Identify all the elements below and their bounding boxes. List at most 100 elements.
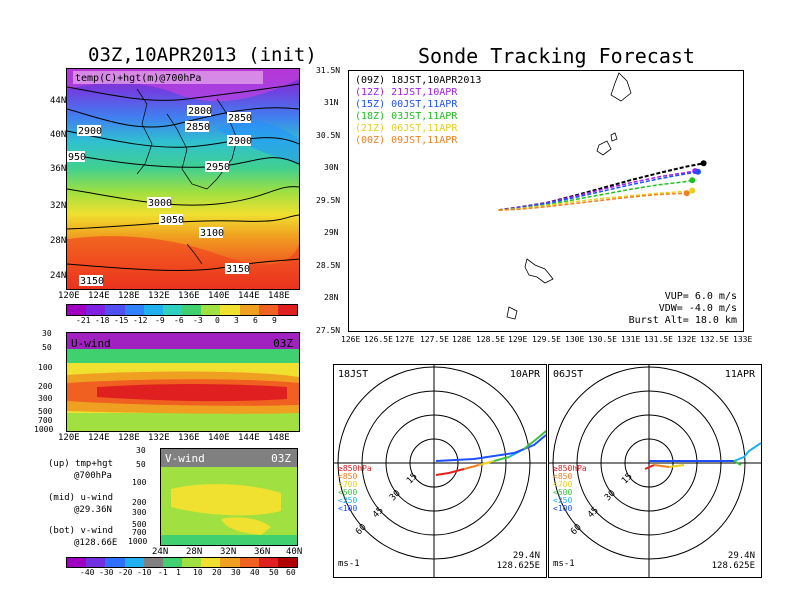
legend-text: (bot) v-wind: [48, 526, 114, 536]
temp-cb-tick: 3: [234, 316, 239, 325]
wind-cb-tick: -1: [158, 568, 168, 577]
polar-unit: ms-1: [338, 559, 360, 569]
polar-lat: 29.4N: [727, 551, 755, 561]
wind-cb-tick: 1: [176, 568, 181, 577]
level: <850: [553, 472, 573, 481]
lon-tick: 132E: [677, 335, 697, 344]
ring-label: 30: [388, 489, 403, 504]
lon-tick: 124E: [88, 433, 110, 443]
run-legend-3: (18Z) 03JST,11APR: [355, 111, 458, 122]
level-legend: ≥850hPa <850 <700 <500 <250 <100: [338, 465, 372, 513]
lon-tick: 130E: [565, 335, 585, 344]
lon-tick: 126.5E: [364, 335, 393, 344]
ring-label: 45: [371, 506, 386, 521]
lat-tick: 28N: [324, 293, 339, 302]
track-end-point-3: [689, 177, 696, 184]
wind-cb-tick: 60: [286, 568, 296, 577]
polar-lon: 128.625E: [496, 561, 540, 571]
lon-tick: 140E: [208, 433, 230, 443]
legend-text: @700hPa: [74, 471, 112, 481]
p-tick: 200: [38, 382, 53, 391]
lon-tick: 128E: [118, 433, 140, 443]
contour-label: 2900: [78, 126, 102, 137]
wind-colorbar: [66, 557, 298, 568]
track-end-point-0: [700, 160, 707, 167]
lon-tick: 131E: [621, 335, 641, 344]
level: <850: [338, 472, 358, 481]
lon-tick: 127.5E: [420, 335, 449, 344]
lon-tick: 140E: [208, 291, 230, 301]
lat-tick: 40N: [286, 547, 303, 557]
legend-text: @128.66E: [74, 538, 118, 548]
run-legend-0: (09Z) 18JST,10APR2013: [355, 75, 482, 86]
uwind-time: 03Z: [273, 337, 293, 350]
ring-label: 15: [620, 472, 635, 487]
vwind-time: 03Z: [271, 452, 291, 465]
polar-date: 10APR: [509, 369, 540, 380]
lat-tick: 24N: [152, 547, 169, 557]
lon-tick: 130.5E: [588, 335, 617, 344]
lon-tick: 136E: [178, 433, 200, 443]
contour-label: 3100: [200, 228, 224, 239]
polar-svg-1: 15 30 45 60: [334, 365, 546, 577]
wind-cb-tick: 40: [250, 568, 260, 577]
lat-tick: 24N: [50, 271, 67, 281]
track-line-4: [498, 189, 693, 211]
track-map-svg: [498, 72, 707, 320]
p-tick: 1000: [128, 537, 148, 546]
wind-cb-tick: 30: [231, 568, 241, 577]
p-tick: 30: [42, 329, 52, 338]
vwind-svg: [161, 449, 297, 545]
wind-cb-tick: 20: [212, 568, 222, 577]
p-tick: 1000: [34, 425, 54, 434]
lat-tick: 28N: [186, 547, 203, 557]
lon-tick: 131.5E: [644, 335, 673, 344]
level: ≥850hPa: [553, 464, 587, 473]
p-tick: 50: [42, 343, 52, 352]
run-legend: (09Z) 18JST,10APR2013 (12Z) 21JST,10APR …: [355, 75, 481, 147]
lat-tick: 29.5N: [316, 196, 341, 205]
lat-tick: 31.5N: [316, 66, 341, 75]
lon-tick: 133E: [733, 335, 753, 344]
p-tick: 100: [132, 478, 147, 487]
lat-tick: 30N: [324, 163, 339, 172]
contour-label: 3150: [226, 264, 250, 275]
lat-tick: 44N: [50, 96, 67, 106]
run-legend-1: (12Z) 21JST,10APR: [355, 87, 458, 98]
wind-cb-tick: -20: [118, 568, 133, 577]
polar-jst: 06JST: [553, 369, 584, 380]
p-tick: 100: [38, 363, 53, 372]
wind-cb-tick: 50: [269, 568, 279, 577]
temp-cb-tick: -15: [114, 316, 129, 325]
right-title: Sonde Tracking Forecast: [418, 44, 695, 68]
lat-tick: 40N: [50, 130, 67, 140]
lon-tick: 132.5E: [700, 335, 729, 344]
wind-cb-tick: 10: [193, 568, 203, 577]
wind-cb-tick: -10: [137, 568, 152, 577]
track-end-point-4: [689, 187, 696, 194]
contour-label: 3050: [160, 215, 184, 226]
polar-panel-2: 15 30 45 60 06JST 11APR ≥850hPa <850 <70…: [548, 364, 762, 578]
lon-tick: 136E: [178, 291, 200, 301]
temp-cb-tick: -6: [174, 316, 184, 325]
param-vdw: VDW= -4.0 m/s: [658, 303, 737, 314]
track-line-0: [498, 162, 704, 212]
polar-unit: ms-1: [553, 559, 575, 569]
lon-tick: 124E: [88, 291, 110, 301]
level: <500: [553, 488, 573, 497]
lon-tick: 126E: [341, 335, 361, 344]
contour-label: 2850: [186, 122, 210, 133]
uwind-svg: [67, 333, 299, 431]
lon-tick: 132E: [148, 433, 170, 443]
ring-label: 60: [569, 523, 584, 538]
vwind-panel: V-wind 03Z: [160, 448, 298, 546]
p-tick: 700: [132, 528, 147, 537]
temp-cb-tick: -3: [193, 316, 203, 325]
lat-tick: 31N: [324, 98, 339, 107]
p-tick: 30: [136, 446, 146, 455]
uwind-panel: U-wind 03Z: [66, 332, 300, 432]
lon-tick: 120E: [58, 433, 80, 443]
lat-tick: 32N: [220, 547, 237, 557]
contour-label: 2800: [188, 106, 212, 117]
lon-tick: 144E: [238, 433, 260, 443]
